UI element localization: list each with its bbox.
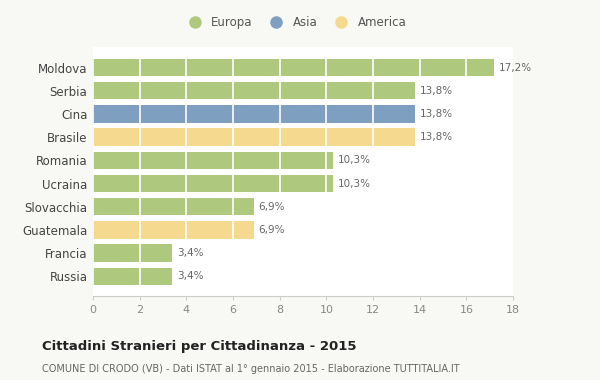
- Bar: [93, 105, 415, 123]
- Text: 13,8%: 13,8%: [419, 109, 453, 119]
- Bar: [93, 152, 334, 169]
- Bar: [93, 198, 254, 215]
- Bar: [93, 244, 172, 262]
- Bar: [93, 82, 415, 100]
- Legend: Europa, Asia, America: Europa, Asia, America: [183, 16, 406, 29]
- Bar: [93, 128, 415, 146]
- Text: 6,9%: 6,9%: [259, 202, 285, 212]
- Text: 3,4%: 3,4%: [177, 248, 203, 258]
- Text: 13,8%: 13,8%: [419, 132, 453, 142]
- Bar: [93, 175, 334, 192]
- Text: 17,2%: 17,2%: [499, 63, 532, 73]
- Text: COMUNE DI CRODO (VB) - Dati ISTAT al 1° gennaio 2015 - Elaborazione TUTTITALIA.I: COMUNE DI CRODO (VB) - Dati ISTAT al 1° …: [42, 364, 460, 374]
- Text: 3,4%: 3,4%: [177, 271, 203, 281]
- Text: 10,3%: 10,3%: [338, 179, 371, 188]
- Bar: [93, 221, 254, 239]
- Text: Cittadini Stranieri per Cittadinanza - 2015: Cittadini Stranieri per Cittadinanza - 2…: [42, 340, 356, 353]
- Bar: [93, 268, 172, 285]
- Text: 10,3%: 10,3%: [338, 155, 371, 165]
- Text: 6,9%: 6,9%: [259, 225, 285, 235]
- Bar: [93, 59, 494, 76]
- Text: 13,8%: 13,8%: [419, 86, 453, 96]
